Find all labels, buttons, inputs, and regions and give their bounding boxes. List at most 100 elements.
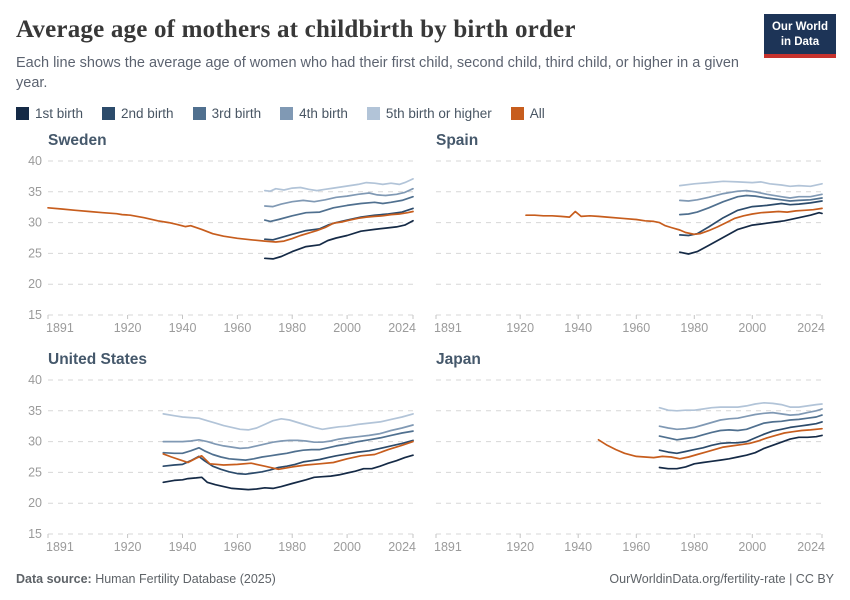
owid-logo-line2: in Data	[780, 35, 820, 48]
panel-title-spain: Spain	[436, 132, 479, 149]
owid-logo-line1: Our World	[771, 21, 828, 33]
panel-title-japan: Japan	[436, 351, 481, 368]
x-tick-label: 1940	[169, 321, 197, 335]
y-tick-label: 20	[28, 496, 42, 510]
x-tick-label: 2024	[797, 321, 825, 335]
x-tick-label: 1980	[278, 540, 306, 554]
line-fifth-japan	[658, 401, 823, 412]
line-fourth-japan	[658, 408, 823, 431]
y-tick-label: 25	[28, 465, 42, 479]
y-tick-label: 35	[28, 404, 42, 418]
line-second-japan	[658, 421, 823, 455]
legend-swatch-5th-birth-or-higher	[366, 107, 380, 120]
owid-logo: Our World in Data	[763, 14, 836, 58]
line-third-spain	[678, 194, 823, 216]
legend-swatch-2nd-birth	[102, 107, 116, 120]
chart-japan: 1891 1920 1940 1960 1980 2000 2024	[434, 379, 825, 554]
line-second-united-states	[162, 439, 414, 476]
line-third-sweden	[263, 195, 414, 223]
line-all-sweden	[47, 206, 414, 243]
y-tick-label: 30	[28, 216, 42, 230]
data-source-label: Data source:	[16, 572, 92, 586]
legend-label-1st-birth: 1st birth	[35, 106, 84, 121]
page-subtitle: Each line shows the average age of women…	[16, 55, 739, 91]
page-title: Average age of mothers at childbirth by …	[16, 16, 576, 43]
legend-label-4th-birth: 4th birth	[299, 106, 348, 121]
x-tick-label: 1891	[46, 540, 74, 554]
x-tick-label: 1920	[114, 540, 142, 554]
legend: 1st birth 2nd birth 3rd birth 4th birth …	[16, 106, 834, 121]
charts-grid: Sweden 40 35 30 25 20 15 1891 1920 1940 1960 1980 2…	[16, 125, 834, 561]
x-tick-label: 1891	[46, 321, 74, 335]
chart-page: Our World in Data Average age of mothers…	[16, 14, 836, 586]
panel-title-sweden: Sweden	[48, 132, 107, 149]
x-tick-label: 2000	[738, 321, 766, 335]
line-fifth-united-states	[162, 413, 414, 431]
x-tick-label: 2000	[333, 540, 361, 554]
line-fourth-sweden	[263, 187, 414, 208]
x-tick-label: 1920	[506, 321, 534, 335]
legend-swatch-1st-birth	[16, 107, 29, 120]
line-second-spain	[678, 200, 823, 237]
legend-item-2nd-birth: 2nd birth	[102, 106, 174, 121]
x-tick-label: 1980	[680, 540, 708, 554]
legend-swatch-all	[510, 107, 524, 120]
line-fifth-spain	[678, 180, 823, 188]
x-tick-label: 1920	[114, 321, 142, 335]
y-tick-label: 15	[28, 308, 42, 322]
panel-united-states: United States 40 35 30 25 20 15 1891 1920 1940 19…	[16, 344, 419, 561]
x-tick-label: 1940	[564, 321, 592, 335]
chart-united-states: 40 35 30 25 20 15 1891 1920 1940 1960 1980 2000 2024	[28, 373, 416, 554]
x-tick-label: 1891	[434, 321, 462, 335]
x-tick-label: 1960	[223, 321, 251, 335]
x-tick-label: 1920	[506, 540, 534, 554]
y-tick-label: 15	[28, 527, 42, 541]
legend-label-2nd-birth: 2nd birth	[121, 106, 174, 121]
legend-item-all: All	[510, 106, 545, 121]
line-second-sweden	[263, 207, 414, 241]
y-tick-label: 20	[28, 277, 42, 291]
x-tick-label: 2024	[388, 540, 416, 554]
line-third-united-states	[162, 430, 414, 461]
legend-label-all: All	[529, 106, 545, 121]
line-all-japan	[597, 427, 823, 460]
line-all-united-states	[162, 440, 414, 471]
x-tick-label: 2024	[797, 540, 825, 554]
panel-sweden: Sweden 40 35 30 25 20 15 1891 1920 1940 1960 1980 2…	[16, 125, 419, 342]
x-tick-label: 2024	[388, 321, 416, 335]
y-tick-label: 40	[28, 373, 42, 387]
y-tick-label: 30	[28, 435, 42, 449]
line-third-japan	[658, 414, 823, 441]
chart-spain: 1891 1920 1940 1960 1980 2000 2024	[434, 160, 825, 335]
data-source-note: Data source: Human Fertility Database (2…	[16, 572, 276, 586]
legend-swatch-4th-birth	[280, 107, 294, 120]
line-fourth-spain	[678, 189, 823, 202]
x-tick-label: 1980	[278, 321, 306, 335]
line-first-japan	[658, 434, 823, 470]
legend-label-3rd-birth: 3rd birth	[211, 106, 262, 121]
legend-item-5th-birth-or-higher: 5th birth or higher	[366, 106, 492, 121]
chart-sweden: 40 35 30 25 20 15 1891 1920 1940 1960 1980 2000 2024	[28, 154, 416, 335]
legend-item-3rd-birth: 3rd birth	[192, 106, 262, 121]
line-first-united-states	[162, 454, 414, 491]
line-first-spain	[678, 211, 823, 255]
x-tick-label: 1960	[622, 540, 650, 554]
line-fourth-united-states	[162, 424, 414, 450]
line-all-spain	[525, 207, 823, 236]
y-tick-label: 25	[28, 246, 42, 260]
y-tick-label: 35	[28, 185, 42, 199]
x-tick-label: 1980	[680, 321, 708, 335]
x-tick-label: 1960	[223, 540, 251, 554]
y-tick-label: 40	[28, 154, 42, 168]
x-tick-label: 1940	[169, 540, 197, 554]
panel-japan: Japan 1891 1920 1940 1960 1980 2000 2024	[430, 344, 833, 561]
x-tick-label: 2000	[738, 540, 766, 554]
legend-swatch-3rd-birth	[192, 107, 206, 120]
x-tick-label: 1891	[434, 540, 462, 554]
legend-item-4th-birth: 4th birth	[280, 106, 348, 121]
line-fifth-sweden	[263, 178, 414, 193]
panel-title-united-states: United States	[48, 351, 148, 368]
panel-spain: Spain 1891 1920 1940 1960 1980 2000 2024	[430, 125, 833, 342]
x-tick-label: 1960	[622, 321, 650, 335]
legend-item-1st-birth: 1st birth	[16, 106, 83, 121]
